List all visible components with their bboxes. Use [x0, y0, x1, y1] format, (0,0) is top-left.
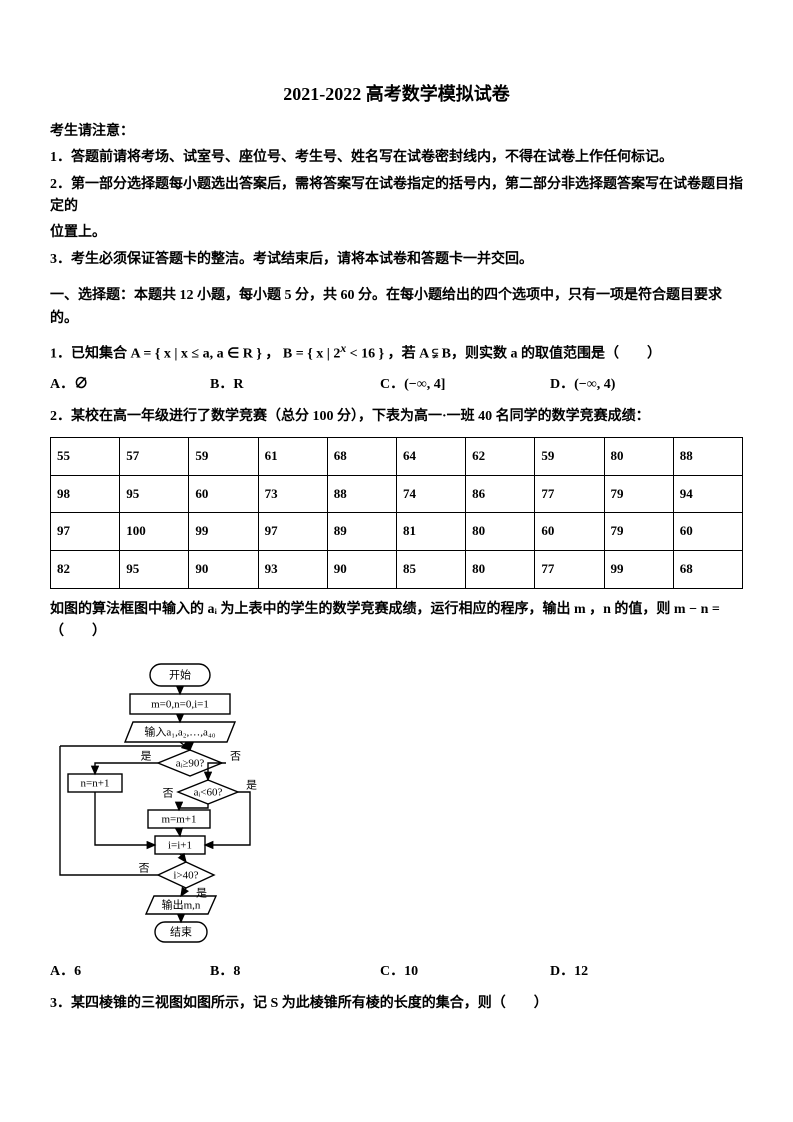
table-cell: 86	[466, 475, 535, 513]
table-cell: 59	[189, 437, 258, 475]
svg-text:i>40?: i>40?	[173, 869, 198, 881]
question-1: 1．已知集合 A = { x | x ≤ a, a ∈ R } ， B = { …	[50, 340, 743, 366]
table-cell: 95	[120, 551, 189, 589]
table-cell: 55	[51, 437, 120, 475]
table-cell: 99	[189, 513, 258, 551]
table-cell: 60	[189, 475, 258, 513]
q1-options: A．∅ B．R C．(−∞, 4] D．(−∞, 4)	[50, 374, 743, 396]
question-2-after: 如图的算法框图中输入的 aᵢ 为上表中的学生的数学竞赛成绩，运行相应的程序，输出…	[50, 599, 743, 644]
q2-option-b: B．8	[210, 961, 380, 983]
table-cell: 68	[327, 437, 396, 475]
svg-text:i=i+1: i=i+1	[168, 839, 192, 851]
table-cell: 85	[396, 551, 465, 589]
table-cell: 64	[396, 437, 465, 475]
section-1-heading: 一、选择题：本题共 12 小题，每小题 5 分，共 60 分。在每小题给出的四个…	[50, 285, 743, 330]
svg-text:aᵢ<60?: aᵢ<60?	[194, 786, 223, 798]
table-cell: 80	[466, 513, 535, 551]
table-cell: 73	[258, 475, 327, 513]
svg-text:否: 否	[139, 862, 150, 874]
notice-line-3: 3．考生必须保证答题卡的整洁。考试结束后，请将本试卷和答题卡一并交回。	[50, 249, 743, 271]
question-3: 3．某四棱锥的三视图如图所示，记 S 为此棱锥所有棱的长度的集合，则（ ）	[50, 993, 743, 1015]
table-cell: 93	[258, 551, 327, 589]
q2-option-a: A．6	[50, 961, 210, 983]
notice-header: 考生请注意：	[50, 121, 743, 143]
notice-line-2b: 位置上。	[50, 222, 743, 244]
table-cell: 81	[396, 513, 465, 551]
notice-line-1: 1．答题前请将考场、试室号、座位号、考生号、姓名写在试卷密封线内，不得在试卷上作…	[50, 147, 743, 169]
table-cell: 90	[327, 551, 396, 589]
table-row: 98956073887486777994	[51, 475, 743, 513]
table-cell: 68	[673, 551, 742, 589]
svg-text:输出m,n: 输出m,n	[162, 897, 201, 911]
table-cell: 89	[327, 513, 396, 551]
table-cell: 60	[535, 513, 604, 551]
table-row: 971009997898180607960	[51, 513, 743, 551]
svg-text:输入a₁,a₂,…,a₄₀: 输入a₁,a₂,…,a₄₀	[144, 724, 215, 738]
q2-option-c: C．10	[380, 961, 550, 983]
table-cell: 88	[327, 475, 396, 513]
score-table: 5557596168646259808898956073887486777994…	[50, 437, 743, 589]
table-cell: 88	[673, 437, 742, 475]
table-cell: 80	[466, 551, 535, 589]
table-cell: 59	[535, 437, 604, 475]
q1-option-a: A．∅	[50, 374, 210, 396]
svg-text:n=n+1: n=n+1	[81, 777, 110, 789]
flowchart: 开始 m=0,n=0,i=1 输入a₁,a₂,…,a₄₀ aᵢ≥90? n=n+1 aᵢ<…	[50, 654, 743, 949]
table-cell: 97	[258, 513, 327, 551]
table-cell: 95	[120, 475, 189, 513]
table-cell: 80	[604, 437, 673, 475]
table-cell: 62	[466, 437, 535, 475]
table-cell: 61	[258, 437, 327, 475]
svg-text:否: 否	[230, 750, 241, 762]
question-2-intro: 2．某校在高一年级进行了数学竞赛（总分 100 分），下表为高一·一班 40 名…	[50, 406, 743, 428]
table-cell: 60	[673, 513, 742, 551]
svg-text:是: 是	[246, 778, 257, 791]
table-cell: 57	[120, 437, 189, 475]
svg-text:是: 是	[141, 749, 152, 762]
table-row: 55575961686462598088	[51, 437, 743, 475]
table-row: 82959093908580779968	[51, 551, 743, 589]
q1-option-d: D．(−∞, 4)	[550, 374, 700, 396]
svg-text:是: 是	[196, 886, 207, 899]
table-cell: 90	[189, 551, 258, 589]
table-cell: 100	[120, 513, 189, 551]
svg-text:m=m+1: m=m+1	[161, 813, 196, 825]
table-cell: 79	[604, 513, 673, 551]
q2-option-d: D．12	[550, 961, 700, 983]
svg-text:aᵢ≥90?: aᵢ≥90?	[176, 757, 205, 769]
table-cell: 74	[396, 475, 465, 513]
q1-option-b: B．R	[210, 374, 380, 396]
table-cell: 77	[535, 475, 604, 513]
table-cell: 98	[51, 475, 120, 513]
table-cell: 97	[51, 513, 120, 551]
svg-text:m=0,n=0,i=1: m=0,n=0,i=1	[151, 698, 209, 710]
q1-text-a: 1．已知集合 A = { x | x ≤ a, a ∈ R } ， B = { …	[50, 347, 340, 362]
page-title: 2021-2022 高考数学模拟试卷	[50, 80, 743, 109]
q2-options: A．6 B．8 C．10 D．12	[50, 961, 743, 983]
table-cell: 79	[604, 475, 673, 513]
svg-text:否: 否	[163, 787, 174, 799]
q1-text-b: < 16 } ，若 A ⫋ B，则实数 a 的取值范围是（ ）	[346, 347, 661, 362]
table-cell: 77	[535, 551, 604, 589]
table-cell: 99	[604, 551, 673, 589]
notice-line-2a: 2．第一部分选择题每小题选出答案后，需将答案写在试卷指定的括号内，第二部分非选择…	[50, 174, 743, 219]
svg-text:开始: 开始	[169, 667, 191, 681]
table-cell: 94	[673, 475, 742, 513]
table-cell: 82	[51, 551, 120, 589]
svg-text:结束: 结束	[170, 925, 192, 938]
q1-option-c: C．(−∞, 4]	[380, 374, 550, 396]
